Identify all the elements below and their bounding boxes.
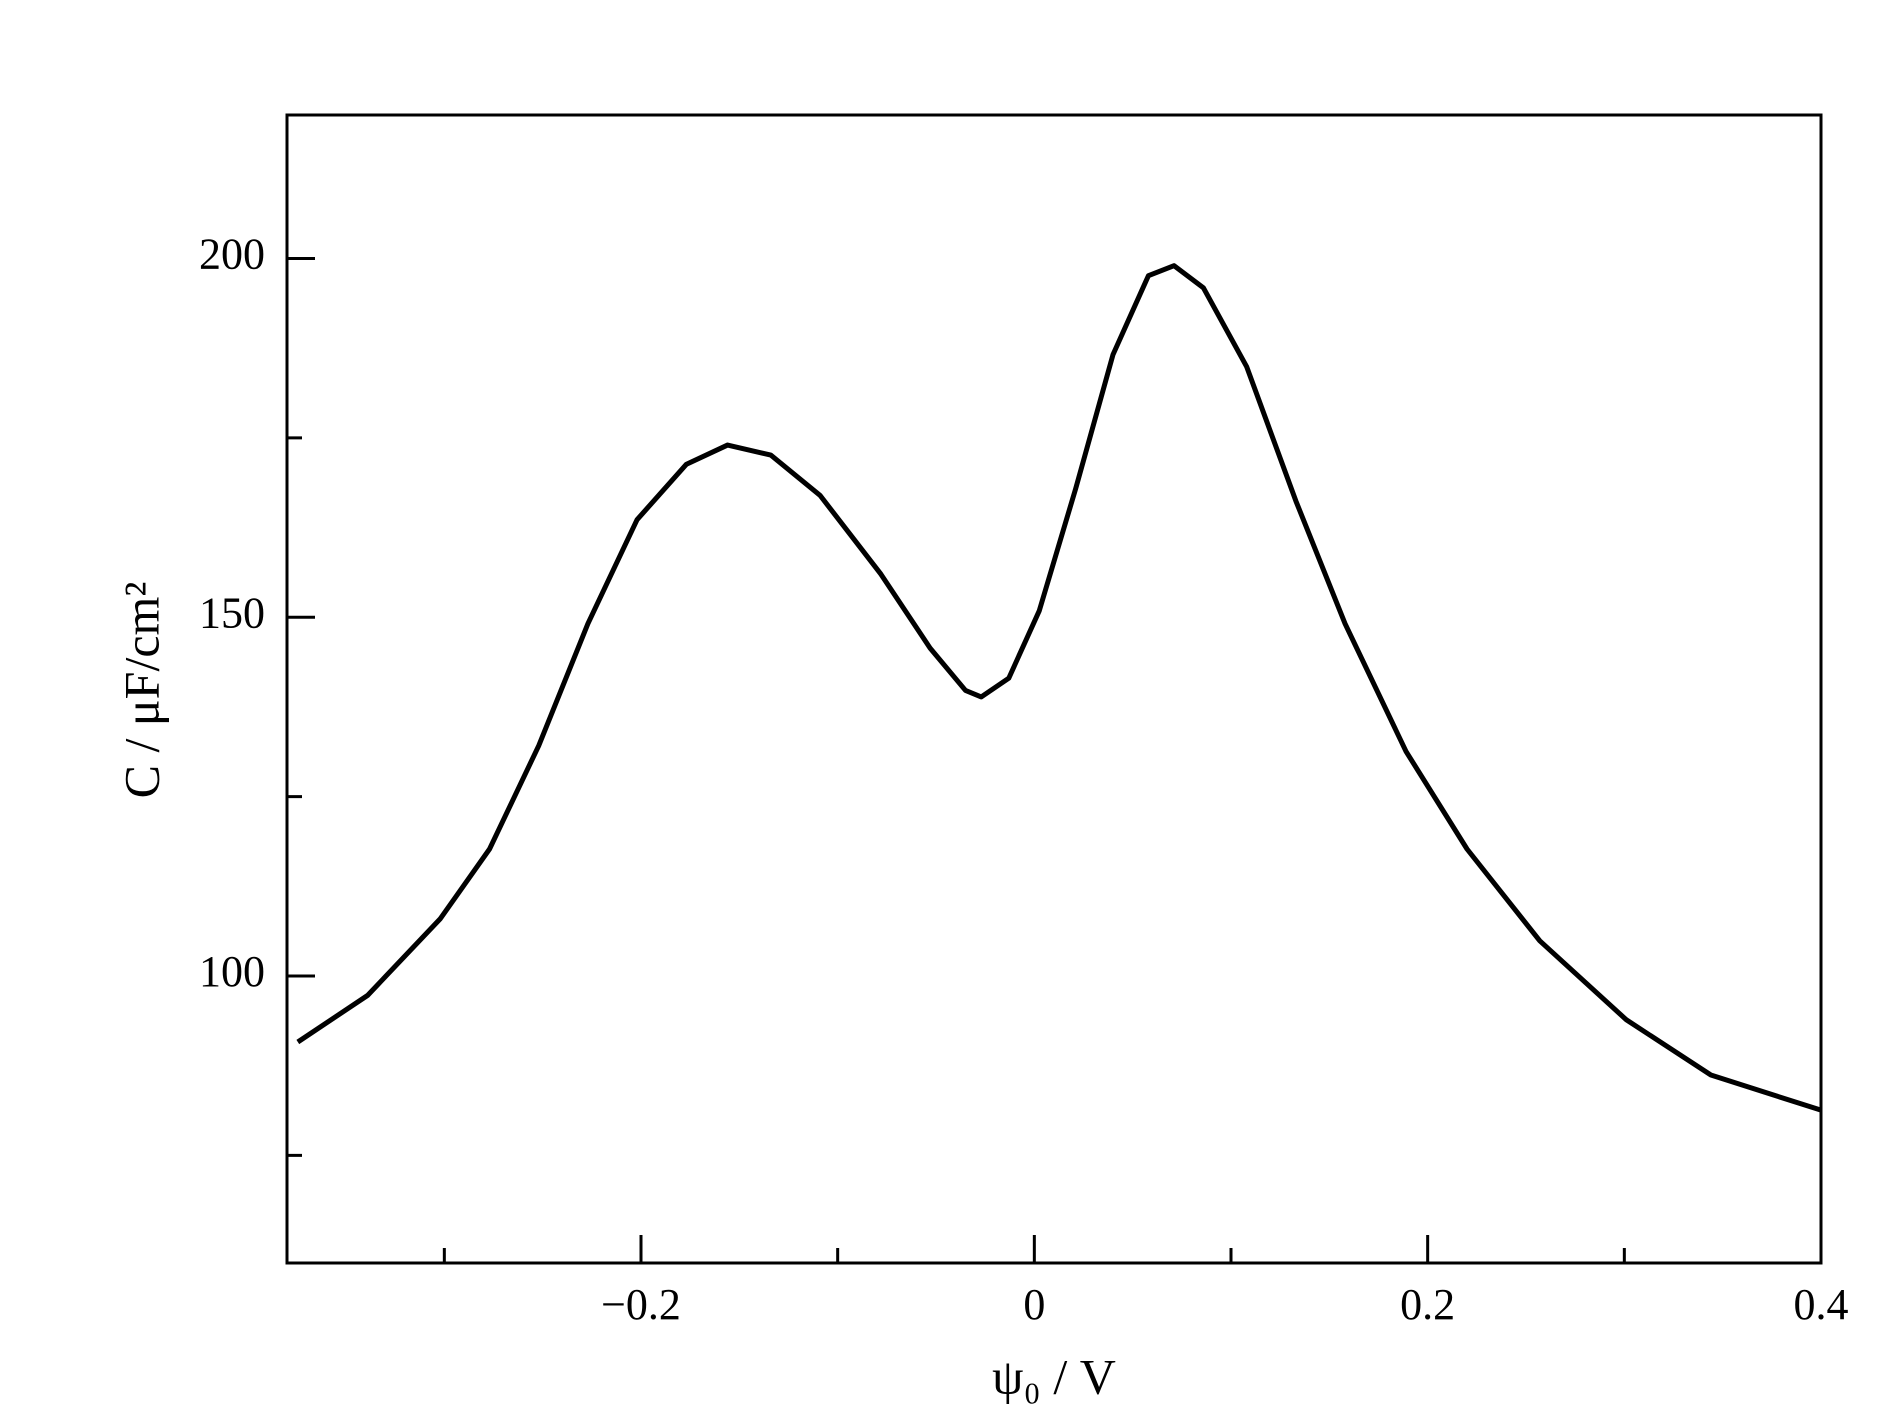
y-tick-label: 150	[199, 588, 265, 637]
x-tick-label: 0.4	[1794, 1280, 1849, 1329]
plot-frame	[285, 113, 1823, 1265]
x-tick-label: 0	[1023, 1280, 1045, 1329]
y-tick-label: 100	[199, 947, 265, 996]
x-tick-label: −0.2	[601, 1280, 681, 1329]
y-axis-label: C / μF/cm²	[113, 582, 169, 799]
x-axis-label: ψ₀ / V	[992, 1348, 1116, 1404]
line-series	[296, 263, 1822, 1113]
x-tick-label: 0.2	[1400, 1280, 1455, 1329]
y-tick-label: 200	[199, 230, 265, 279]
